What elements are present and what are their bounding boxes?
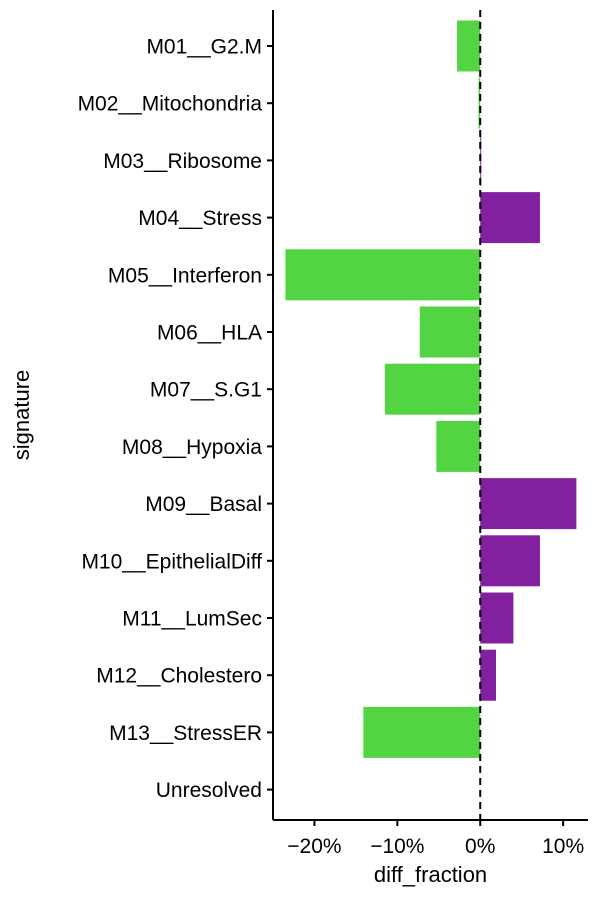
y-tick-label: M10__EpithelialDiff (81, 550, 262, 573)
x-tick-label: 0% (465, 835, 495, 858)
y-tick-label: M05__Interferon (108, 264, 262, 287)
bar-m06-hla (419, 306, 481, 358)
y-tick-label: M04__Stress (138, 207, 262, 230)
x-tick-label: −10% (370, 835, 424, 858)
y-tick-label: M02__Mitochondria (78, 93, 263, 116)
y-tick-label: M03__Ribosome (103, 150, 262, 173)
bar-m01-g2-m (457, 20, 481, 72)
bar-m07-s-g1 (384, 363, 481, 415)
bar-m12-cholestero (480, 649, 496, 701)
bar-m02-mitochondria (478, 77, 481, 129)
y-tick-label: M12__Cholestero (96, 665, 262, 688)
x-tick-label: 10% (542, 835, 584, 858)
y-axis: M01__G2.M M02__Mitochondria M03__Ribosome M… (78, 10, 274, 820)
x-axis-title: diff_fraction (374, 862, 487, 887)
bar-m08-hypoxia (436, 420, 481, 472)
y-tick-label: M11__LumSec (122, 608, 262, 631)
y-tick-label: M09__Basal (145, 493, 262, 516)
x-axis: −20% −10% 0% 10% (273, 819, 588, 858)
bar-m04-stress (480, 192, 540, 244)
bar-m11-lumsec (480, 592, 514, 644)
y-tick-label: M06__HLA (157, 322, 262, 345)
y-axis-title: signature (9, 370, 34, 461)
bar-m10-epithelialdiff (480, 535, 540, 587)
bar-m05-interferon (285, 249, 481, 301)
bar-m13-stresser (363, 706, 481, 758)
y-tick-label: M01__G2.M (146, 36, 262, 59)
y-tick-label: M13__StressER (109, 722, 262, 745)
y-tick-label: M07__S.G1 (150, 379, 262, 402)
y-tick-label: M08__Hypoxia (122, 436, 262, 459)
bar-m09-basal (480, 478, 577, 530)
bars-group (285, 20, 577, 758)
x-tick-label: −20% (287, 835, 341, 858)
y-tick-label: Unresolved (156, 779, 262, 802)
